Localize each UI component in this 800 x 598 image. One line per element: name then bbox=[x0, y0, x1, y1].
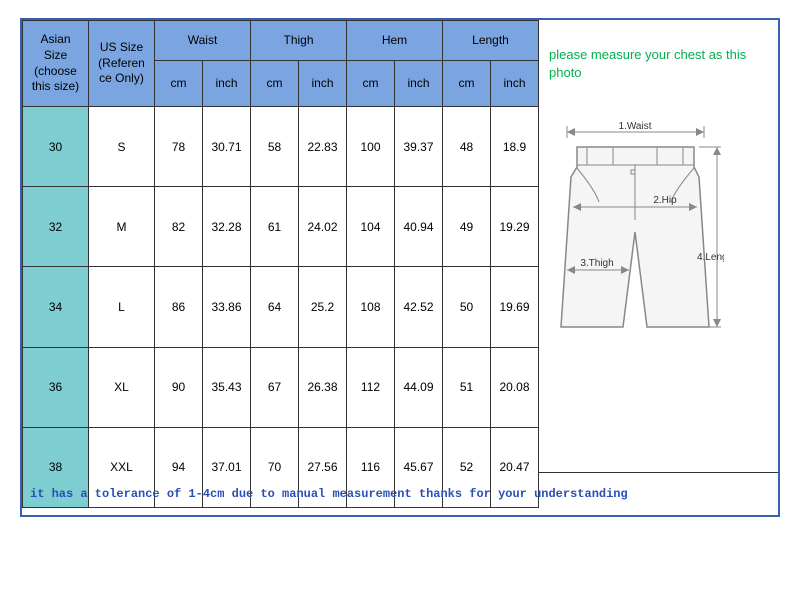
sub-cm: cm bbox=[155, 60, 203, 106]
main-row: Asian Size (choose this size) US Size (R… bbox=[22, 20, 778, 472]
diagram-label-waist: 1.Waist bbox=[619, 121, 652, 132]
cell-hem-cm: 112 bbox=[347, 347, 395, 427]
cell-hem-cm: 104 bbox=[347, 187, 395, 267]
cell-waist-cm: 90 bbox=[155, 347, 203, 427]
col-hem: Hem bbox=[347, 21, 443, 61]
cell-asian: 30 bbox=[23, 107, 89, 187]
cell-hem-inch: 42.52 bbox=[395, 267, 443, 347]
cell-thigh-cm: 67 bbox=[251, 347, 299, 427]
cell-hem-inch: 39.37 bbox=[395, 107, 443, 187]
cell-thigh-inch: 26.38 bbox=[299, 347, 347, 427]
cell-waist-cm: 78 bbox=[155, 107, 203, 187]
cell-waist-inch: 32.28 bbox=[203, 187, 251, 267]
cell-waist-cm: 82 bbox=[155, 187, 203, 267]
col-length: Length bbox=[443, 21, 539, 61]
cell-us: L bbox=[89, 267, 155, 347]
cell-asian: 36 bbox=[23, 347, 89, 427]
sub-cm: cm bbox=[443, 60, 491, 106]
cell-length-cm: 50 bbox=[443, 267, 491, 347]
diagram-label-length: 4.Length bbox=[697, 252, 724, 263]
col-waist: Waist bbox=[155, 21, 251, 61]
cell-thigh-inch: 22.83 bbox=[299, 107, 347, 187]
shorts-diagram-svg: 1.Waist bbox=[549, 102, 724, 362]
cell-us: S bbox=[89, 107, 155, 187]
table-row: 34L8633.866425.210842.525019.69 bbox=[23, 267, 539, 347]
cell-length-inch: 19.69 bbox=[491, 267, 539, 347]
diagram-label-hip: 2.Hip bbox=[653, 195, 677, 206]
cell-thigh-inch: 24.02 bbox=[299, 187, 347, 267]
cell-hem-cm: 100 bbox=[347, 107, 395, 187]
cell-waist-cm: 86 bbox=[155, 267, 203, 347]
cell-waist-inch: 30.71 bbox=[203, 107, 251, 187]
cell-waist-inch: 35.43 bbox=[203, 347, 251, 427]
cell-asian: 32 bbox=[23, 187, 89, 267]
side-panel: please measure your chest as this photo … bbox=[539, 20, 778, 472]
sub-inch: inch bbox=[203, 60, 251, 106]
table-row: 30S7830.715822.8310039.374818.9 bbox=[23, 107, 539, 187]
cell-thigh-inch: 25.2 bbox=[299, 267, 347, 347]
cell-hem-inch: 44.09 bbox=[395, 347, 443, 427]
diagram-label-thigh: 3.Thigh bbox=[580, 258, 613, 269]
cell-thigh-cm: 61 bbox=[251, 187, 299, 267]
table-row: 36XL9035.436726.3811244.095120.08 bbox=[23, 347, 539, 427]
shorts-diagram: 1.Waist bbox=[549, 102, 770, 472]
cell-asian: 34 bbox=[23, 267, 89, 347]
cell-length-inch: 19.29 bbox=[491, 187, 539, 267]
sub-inch: inch bbox=[299, 60, 347, 106]
col-us-size: US Size (Referen ce Only) bbox=[89, 21, 155, 107]
cell-hem-inch: 40.94 bbox=[395, 187, 443, 267]
sub-cm: cm bbox=[347, 60, 395, 106]
sub-inch: inch bbox=[491, 60, 539, 106]
size-table: Asian Size (choose this size) US Size (R… bbox=[22, 20, 539, 508]
table-row: 32M8232.286124.0210440.944919.29 bbox=[23, 187, 539, 267]
cell-us: M bbox=[89, 187, 155, 267]
cell-length-cm: 51 bbox=[443, 347, 491, 427]
cell-length-inch: 20.08 bbox=[491, 347, 539, 427]
col-thigh: Thigh bbox=[251, 21, 347, 61]
size-chart-container: Asian Size (choose this size) US Size (R… bbox=[20, 18, 780, 517]
sub-cm: cm bbox=[251, 60, 299, 106]
cell-thigh-cm: 64 bbox=[251, 267, 299, 347]
measure-note: please measure your chest as this photo bbox=[549, 46, 770, 82]
cell-waist-inch: 33.86 bbox=[203, 267, 251, 347]
cell-us: XL bbox=[89, 347, 155, 427]
col-asian-size: Asian Size (choose this size) bbox=[23, 21, 89, 107]
cell-length-cm: 48 bbox=[443, 107, 491, 187]
cell-length-cm: 49 bbox=[443, 187, 491, 267]
cell-hem-cm: 108 bbox=[347, 267, 395, 347]
cell-thigh-cm: 58 bbox=[251, 107, 299, 187]
sub-inch: inch bbox=[395, 60, 443, 106]
size-table-body: 30S7830.715822.8310039.374818.932M8232.2… bbox=[23, 107, 539, 508]
cell-length-inch: 18.9 bbox=[491, 107, 539, 187]
